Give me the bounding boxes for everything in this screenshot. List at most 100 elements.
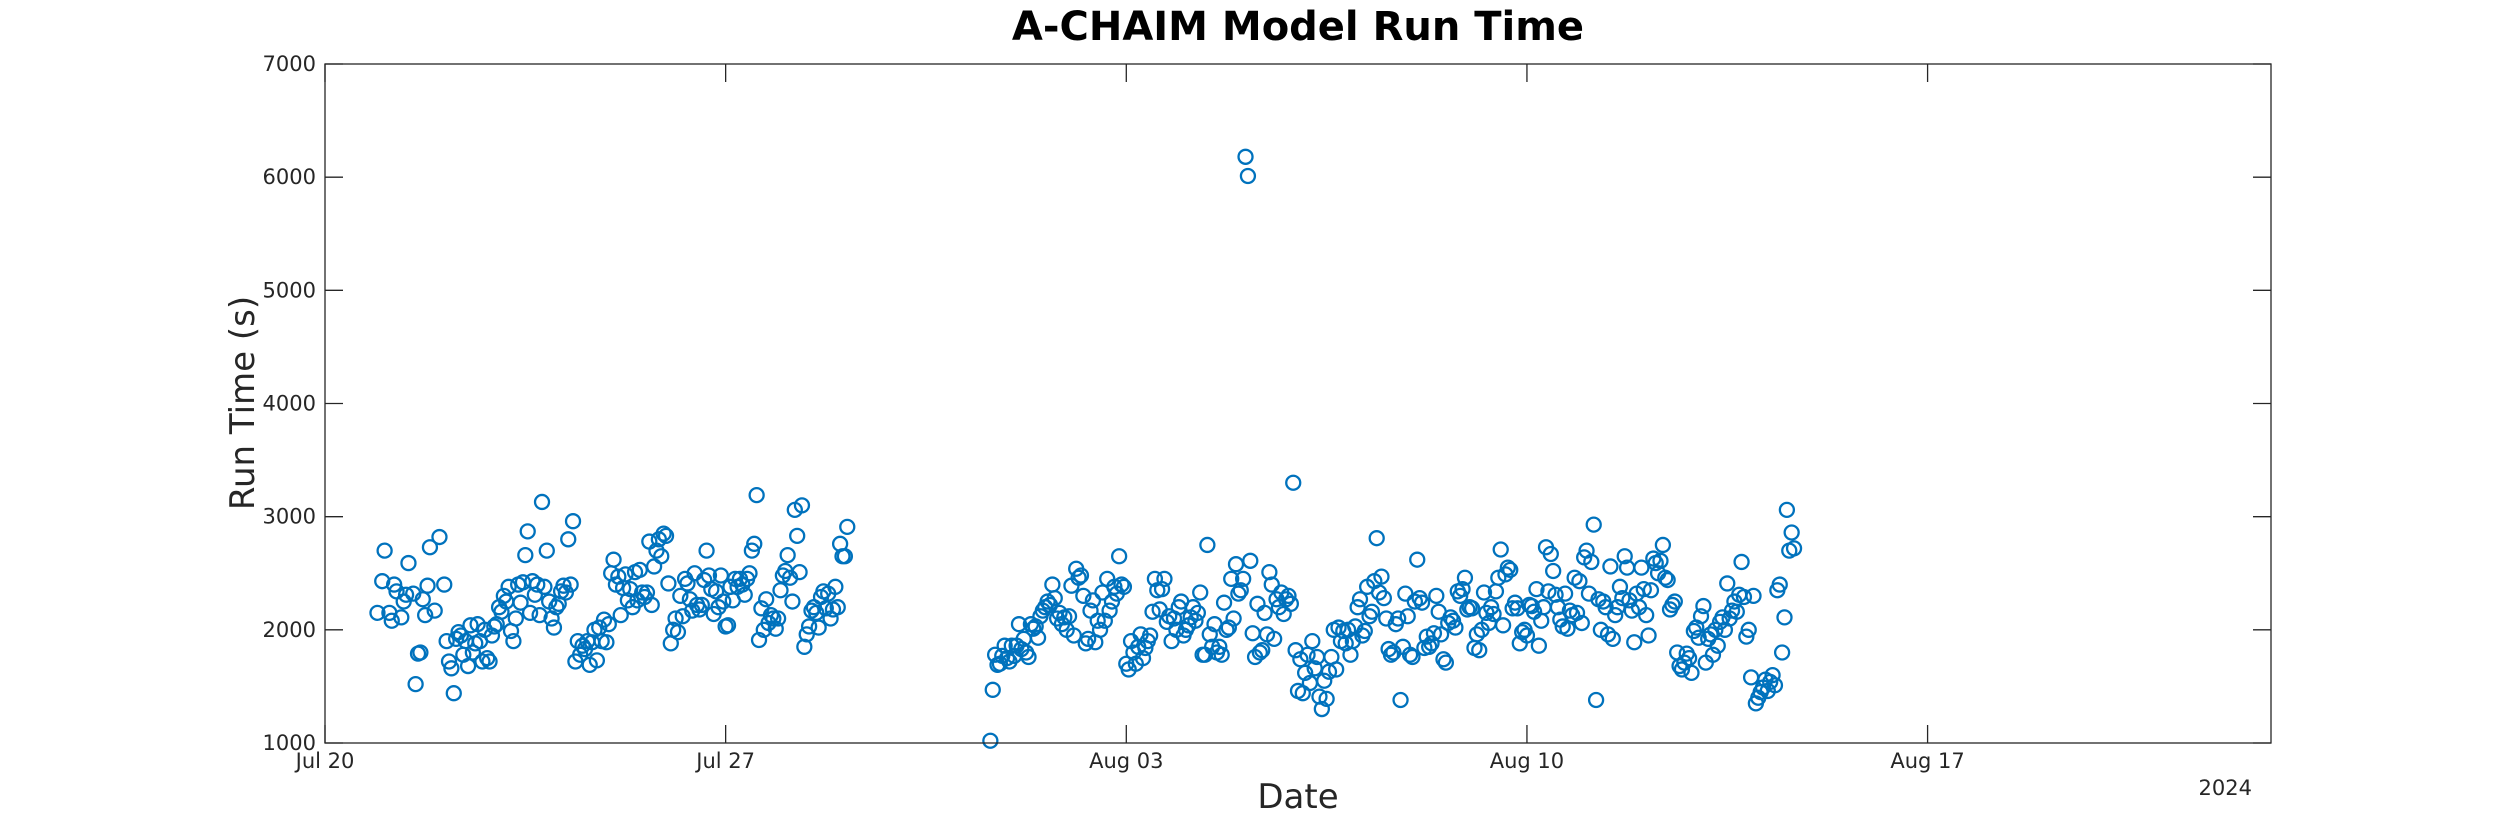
data-point (758, 591, 775, 608)
data-point (1447, 619, 1464, 636)
data-point (555, 577, 572, 594)
data-point (1070, 569, 1087, 586)
data-point (397, 586, 415, 603)
data-point (1404, 648, 1421, 666)
data-point (645, 558, 663, 575)
data-point (481, 653, 498, 670)
data-point (1776, 609, 1793, 626)
data-point (1626, 634, 1643, 651)
data-point (1635, 580, 1652, 598)
x-tick-label: Aug 10 (1490, 749, 1564, 773)
data-point (1251, 644, 1268, 661)
data-point (507, 610, 524, 627)
data-point (827, 578, 844, 595)
data-point (417, 606, 434, 624)
y-tick-label: 6000 (263, 165, 316, 189)
data-point (1397, 585, 1414, 602)
data-point (1141, 627, 1159, 644)
data-point (767, 620, 784, 637)
data-point (1597, 599, 1614, 616)
data-point (1349, 599, 1366, 616)
data-point (641, 533, 658, 550)
data-point (1266, 630, 1283, 648)
data-point (1456, 569, 1474, 586)
data-point (1242, 552, 1259, 569)
data-point (1215, 594, 1233, 611)
data-point (1425, 625, 1443, 642)
data-point (1607, 606, 1624, 624)
data-point (743, 542, 761, 559)
data-point (1454, 580, 1471, 598)
data-point (521, 604, 539, 622)
data-point (479, 649, 496, 667)
data-point (1239, 167, 1257, 185)
data-point (1652, 552, 1669, 569)
data-point (1735, 588, 1753, 606)
data-point (1318, 690, 1335, 708)
data-point (436, 576, 453, 593)
data-point (643, 596, 660, 614)
data-point (1235, 570, 1252, 588)
data-point (545, 619, 563, 636)
data-point (500, 578, 517, 595)
data-point (719, 617, 737, 634)
data-point (431, 528, 448, 546)
data-point (1704, 646, 1722, 663)
data-point (438, 633, 455, 650)
data-point (1494, 617, 1512, 634)
data-point (512, 594, 529, 611)
data-point (1542, 545, 1559, 563)
data-point (1444, 612, 1462, 629)
data-point (493, 603, 510, 620)
x-tick-label: Aug 17 (1890, 749, 1964, 773)
data-point (1707, 621, 1724, 638)
data-point (1611, 578, 1629, 595)
data-point (538, 542, 555, 559)
data-point (1363, 603, 1381, 620)
data-point (1199, 536, 1216, 554)
data-point (1263, 576, 1280, 593)
data-point (1423, 635, 1440, 652)
data-point (1390, 610, 1407, 627)
data-point (1673, 661, 1691, 678)
data-point (1101, 602, 1118, 619)
data-point (1351, 591, 1369, 608)
data-point (736, 586, 753, 603)
data-point (1785, 540, 1803, 557)
data-point (1559, 620, 1576, 637)
data-point (1604, 630, 1621, 648)
data-point (1399, 608, 1416, 625)
data-point (393, 609, 410, 626)
data-point (631, 561, 648, 579)
data-point (707, 583, 725, 600)
data-point (1232, 582, 1249, 599)
data-point (1110, 548, 1128, 565)
data-point (800, 618, 818, 635)
data-point (1285, 474, 1302, 491)
data-point (1659, 571, 1676, 589)
data-point (839, 518, 856, 535)
data-point (750, 631, 768, 649)
data-point (1027, 618, 1044, 635)
data-point (1733, 553, 1750, 571)
data-point (1115, 578, 1133, 595)
data-point (1571, 573, 1588, 590)
data-point (562, 576, 579, 593)
data-point (1664, 596, 1681, 614)
data-point (693, 596, 710, 614)
data-point (1075, 587, 1092, 605)
data-point (1227, 556, 1245, 573)
data-point (1475, 584, 1493, 601)
data-point (779, 546, 796, 564)
data-point (1468, 626, 1486, 643)
data-point (982, 732, 999, 749)
data-point (1213, 646, 1230, 663)
data-point (386, 576, 403, 593)
data-point (1113, 576, 1130, 593)
data-point (1695, 597, 1712, 615)
y-axis-label: Run Time (s) (223, 296, 263, 510)
data-point (533, 493, 551, 511)
data-point (1382, 646, 1400, 663)
data-point (1282, 595, 1299, 612)
